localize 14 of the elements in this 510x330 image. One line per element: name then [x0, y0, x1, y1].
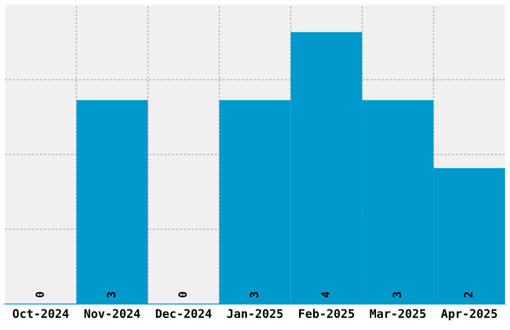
x-tick-label: Dec-2024	[156, 309, 212, 318]
data-label: 0	[36, 292, 44, 298]
x-tick-label: Oct-2024	[12, 309, 69, 318]
x-tick-label: Nov-2024	[84, 309, 140, 318]
x-tick-label: Feb-2025	[299, 308, 354, 318]
x-tick-label: Jan-2025	[227, 309, 283, 318]
data-label: 2	[464, 292, 472, 298]
data-label: 3	[392, 292, 402, 298]
data-label: 0	[178, 292, 187, 298]
data-label: 3	[250, 292, 258, 298]
data-label: 3	[106, 292, 116, 298]
x-tick-label: Apr-2025	[441, 309, 497, 320]
x-tick-label: Mar-2025	[370, 309, 426, 318]
data-label: 4	[321, 292, 330, 298]
